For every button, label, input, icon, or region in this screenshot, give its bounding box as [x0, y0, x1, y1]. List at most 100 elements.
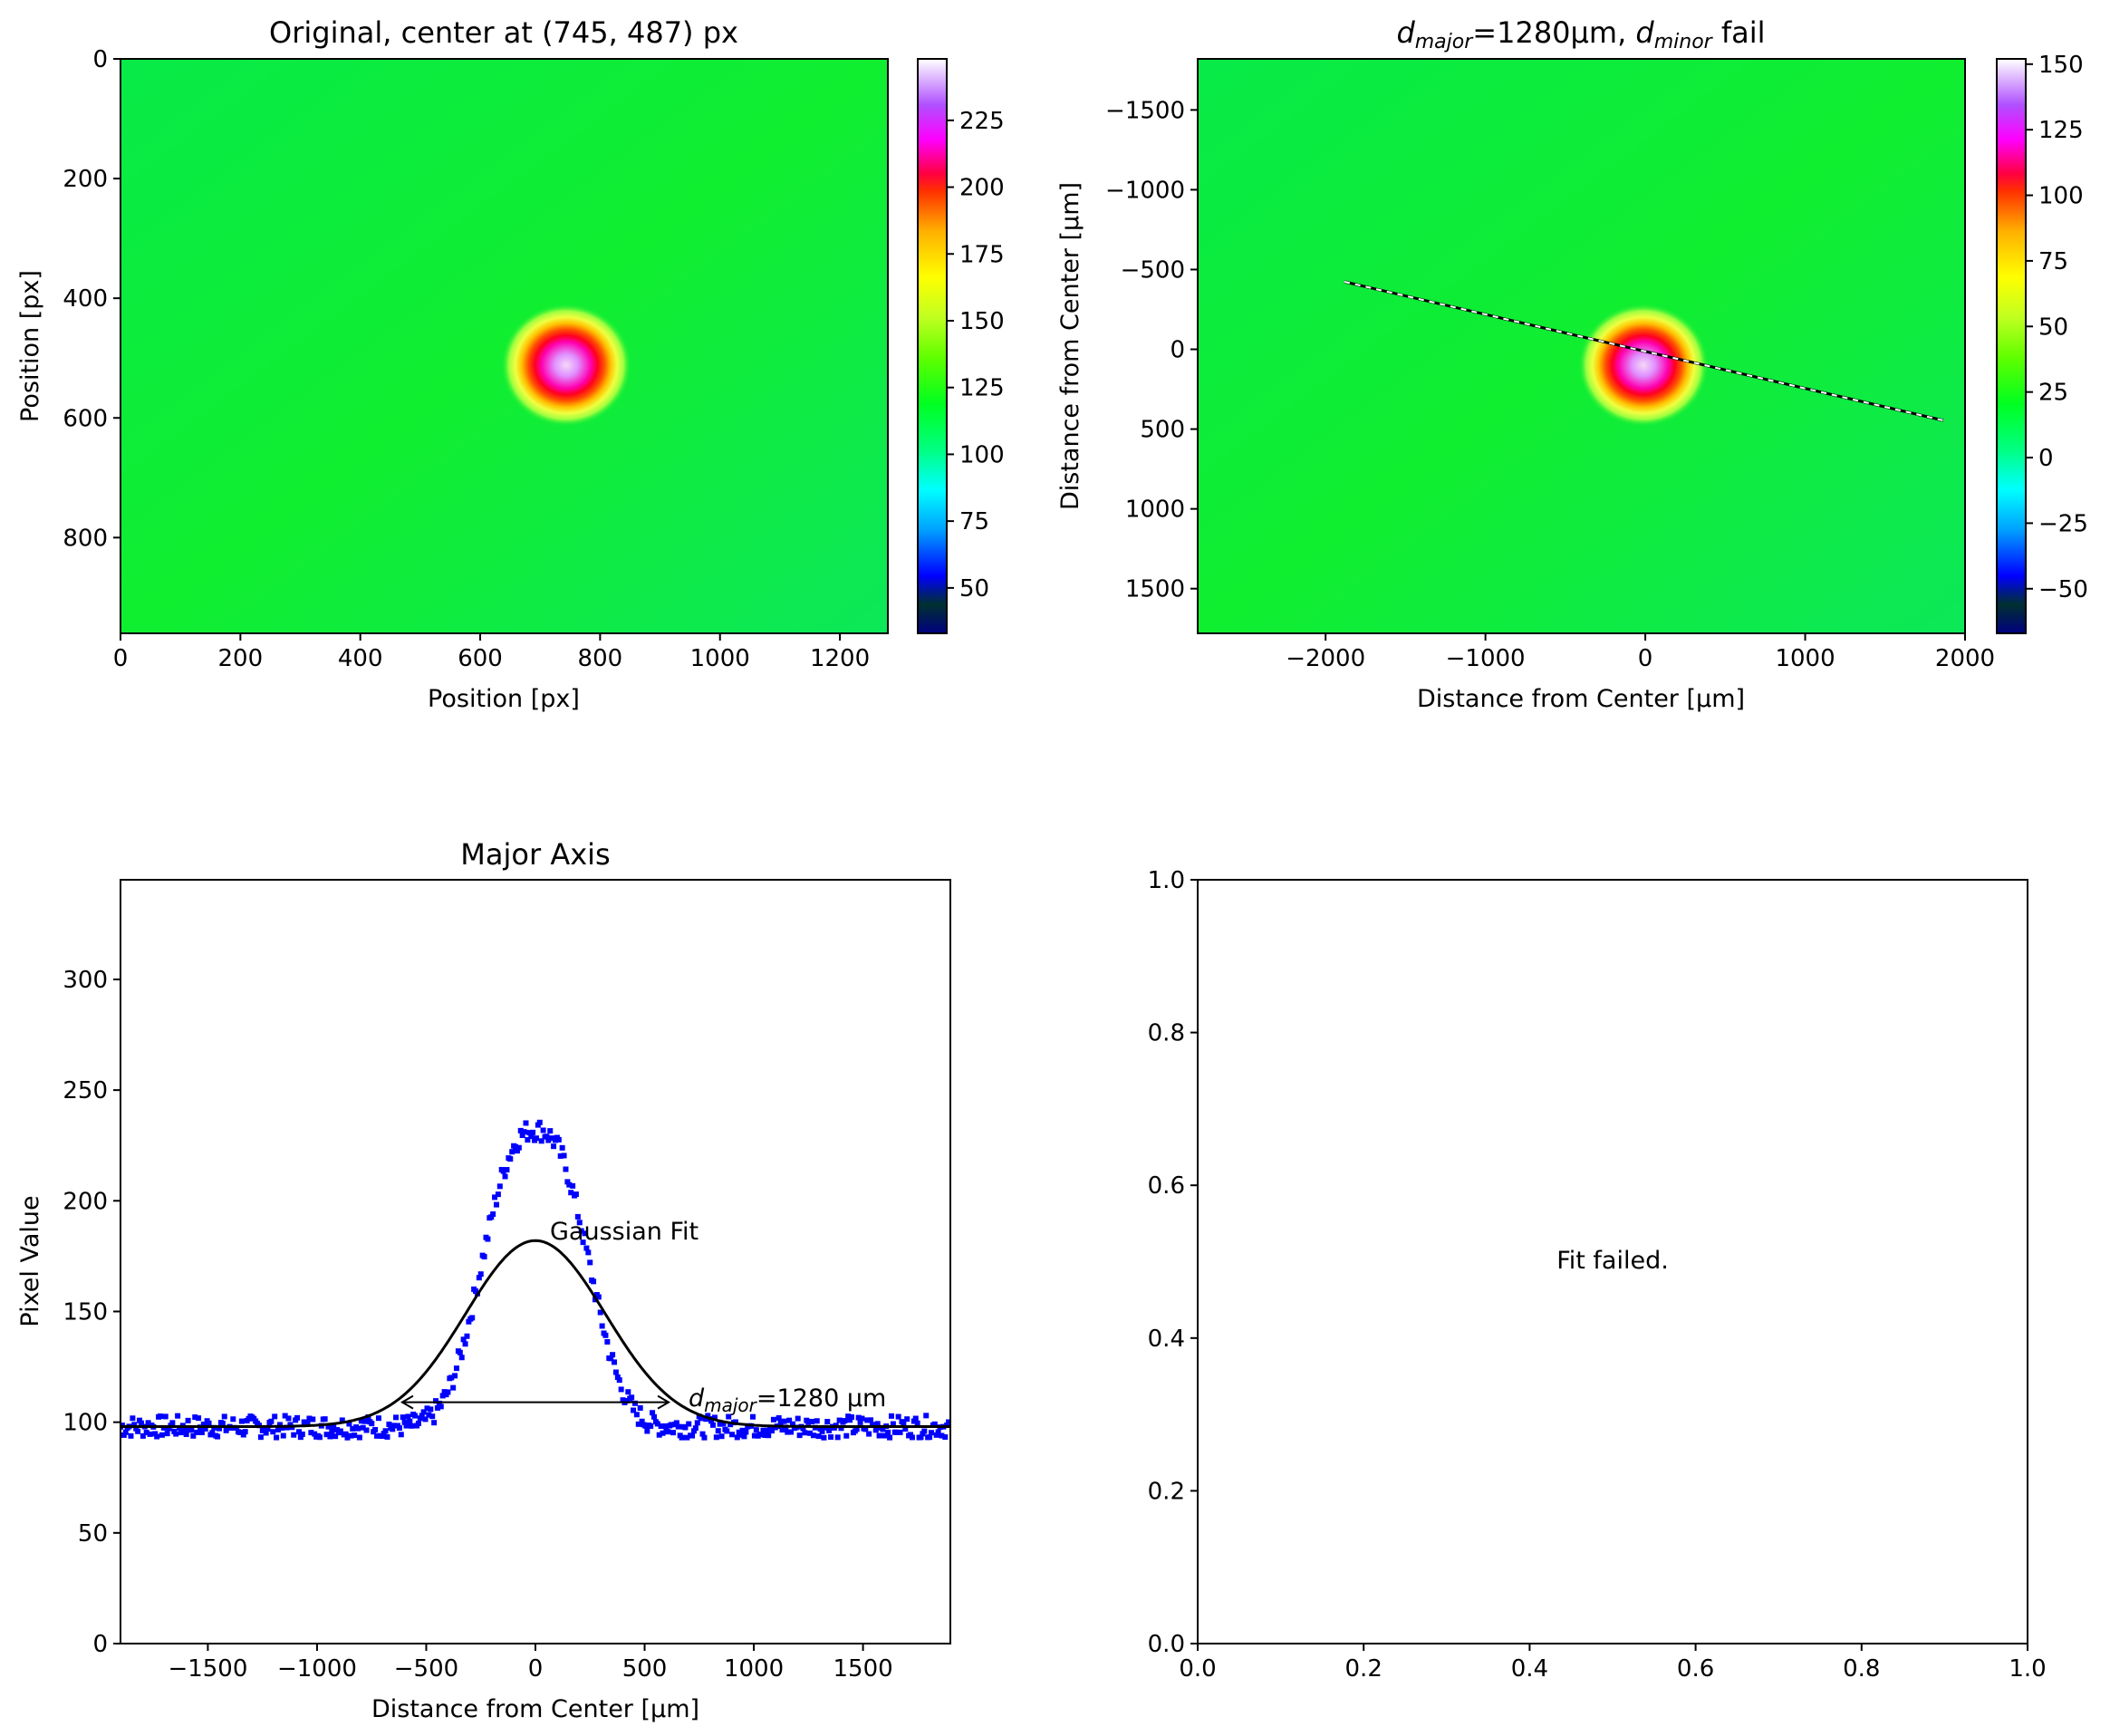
orig-x-tick-label-2: 400: [338, 645, 383, 672]
profile-point: [585, 1249, 592, 1256]
profile-point: [358, 1418, 364, 1424]
profile-point: [880, 1426, 886, 1432]
profile-point: [457, 1349, 463, 1355]
profile-point: [327, 1433, 333, 1440]
profile-point: [382, 1428, 389, 1434]
cent-x-tick-label-4: 2000: [1935, 645, 1995, 672]
profile-point: [230, 1416, 236, 1423]
profile-point: [895, 1413, 901, 1420]
profile-point: [143, 1430, 149, 1436]
profile-points: [120, 1119, 950, 1441]
cent-cb-tick-label-4: 50: [2038, 313, 2068, 341]
profile-point: [557, 1153, 564, 1159]
orig-x-tick-label-5: 1000: [690, 645, 750, 672]
profile-point: [278, 1424, 284, 1431]
profile-point: [583, 1245, 590, 1251]
plot-frame-minor-axis: [1197, 879, 2028, 1644]
profile-point: [618, 1386, 624, 1393]
profile-point: [354, 1425, 361, 1432]
profile-point: [610, 1352, 616, 1358]
cent-cb-tick-label-5: 75: [2038, 248, 2068, 275]
profile-point: [352, 1432, 358, 1439]
profile-point: [568, 1190, 574, 1196]
profile-point: [198, 1429, 205, 1435]
profile-point: [270, 1429, 276, 1435]
panel-major-axis: Major Axis Gaussian Fit dmajor=1280 µm −…: [16, 837, 951, 1723]
profile-point: [739, 1427, 746, 1433]
profile-point: [631, 1400, 638, 1406]
profile-point: [536, 1119, 543, 1125]
profile-point: [280, 1432, 286, 1439]
profile-point: [154, 1433, 160, 1440]
profile-point: [715, 1428, 721, 1434]
profile-point: [488, 1214, 495, 1220]
cent-y-tick-label-5: 1000: [1125, 497, 1185, 524]
profile-point: [796, 1432, 803, 1439]
profile-point: [897, 1429, 903, 1435]
axes-ticks-original: 0 200 400 600 800 1000 1200 0 200 400 600 800: [63, 46, 870, 672]
x-axis-label-major-axis: Distance from Center [µm]: [371, 1695, 699, 1723]
profile-point: [133, 1425, 140, 1432]
profile-point: [713, 1434, 719, 1441]
profile-point: [853, 1426, 860, 1432]
profile-point: [339, 1417, 345, 1423]
minor-y-tick-label-4: 0.8: [1148, 1020, 1185, 1047]
profile-point: [874, 1421, 881, 1427]
profile-point: [458, 1355, 465, 1361]
profile-point: [393, 1414, 400, 1421]
profile-point: [576, 1220, 583, 1226]
profile-point: [838, 1425, 844, 1432]
prof-x-tick-label-5: 1000: [724, 1655, 784, 1683]
profile-point: [528, 1133, 535, 1140]
profile-point: [221, 1413, 227, 1420]
profile-point: [525, 1137, 531, 1143]
profile-point: [872, 1427, 879, 1433]
profile-point: [178, 1430, 184, 1436]
profile-point: [519, 1133, 525, 1139]
axes-ticks-minor-axis: 0.0 0.2 0.4 0.6 0.8 1.0 0.0 0.2 0.4 0.6 0.8 1.0: [1148, 867, 2047, 1683]
orig-x-tick-label-6: 1200: [810, 645, 870, 672]
profile-point: [574, 1213, 581, 1220]
profile-point: [192, 1414, 198, 1421]
dmajor-value: =1280 µm: [756, 1384, 886, 1413]
profile-point: [490, 1210, 496, 1217]
profile-point: [862, 1426, 869, 1432]
profile-point: [401, 1419, 408, 1425]
profile-point: [540, 1127, 546, 1133]
cent-y-tick-label-0: −1500: [1105, 97, 1185, 124]
profile-point: [257, 1434, 264, 1441]
profile-point: [261, 1427, 267, 1433]
profile-point: [464, 1333, 470, 1339]
profile-point: [304, 1420, 311, 1426]
profile-point: [670, 1430, 677, 1436]
profile-point: [190, 1432, 197, 1439]
profile-point: [481, 1254, 487, 1260]
profile-point: [509, 1149, 515, 1155]
profile-point: [893, 1429, 900, 1435]
profile-point: [708, 1418, 715, 1424]
profile-point: [521, 1129, 527, 1135]
profile-point: [597, 1309, 603, 1316]
profile-point: [737, 1432, 744, 1438]
profile-point: [183, 1432, 189, 1438]
profile-point: [901, 1421, 907, 1427]
profile-point: [629, 1394, 635, 1401]
profile-point: [312, 1431, 318, 1437]
orig-x-tick-label-3: 600: [458, 645, 503, 672]
profile-point: [375, 1415, 381, 1422]
profile-point: [824, 1419, 831, 1425]
profile-point: [623, 1398, 630, 1404]
profile-point: [448, 1374, 455, 1381]
profile-point: [493, 1201, 499, 1208]
profile-point: [690, 1428, 697, 1434]
profile-point: [551, 1143, 557, 1150]
profile-point: [616, 1377, 622, 1384]
orig-y-tick-label-3: 600: [63, 405, 108, 432]
profile-point: [727, 1422, 734, 1428]
profile-point: [918, 1434, 924, 1441]
minor-y-tick-label-5: 1.0: [1148, 867, 1185, 894]
cent-y-tick-label-3: 0: [1170, 337, 1185, 364]
profile-point: [403, 1423, 409, 1429]
profile-point: [658, 1423, 664, 1429]
y-axis-label-original: Position [px]: [16, 270, 44, 422]
